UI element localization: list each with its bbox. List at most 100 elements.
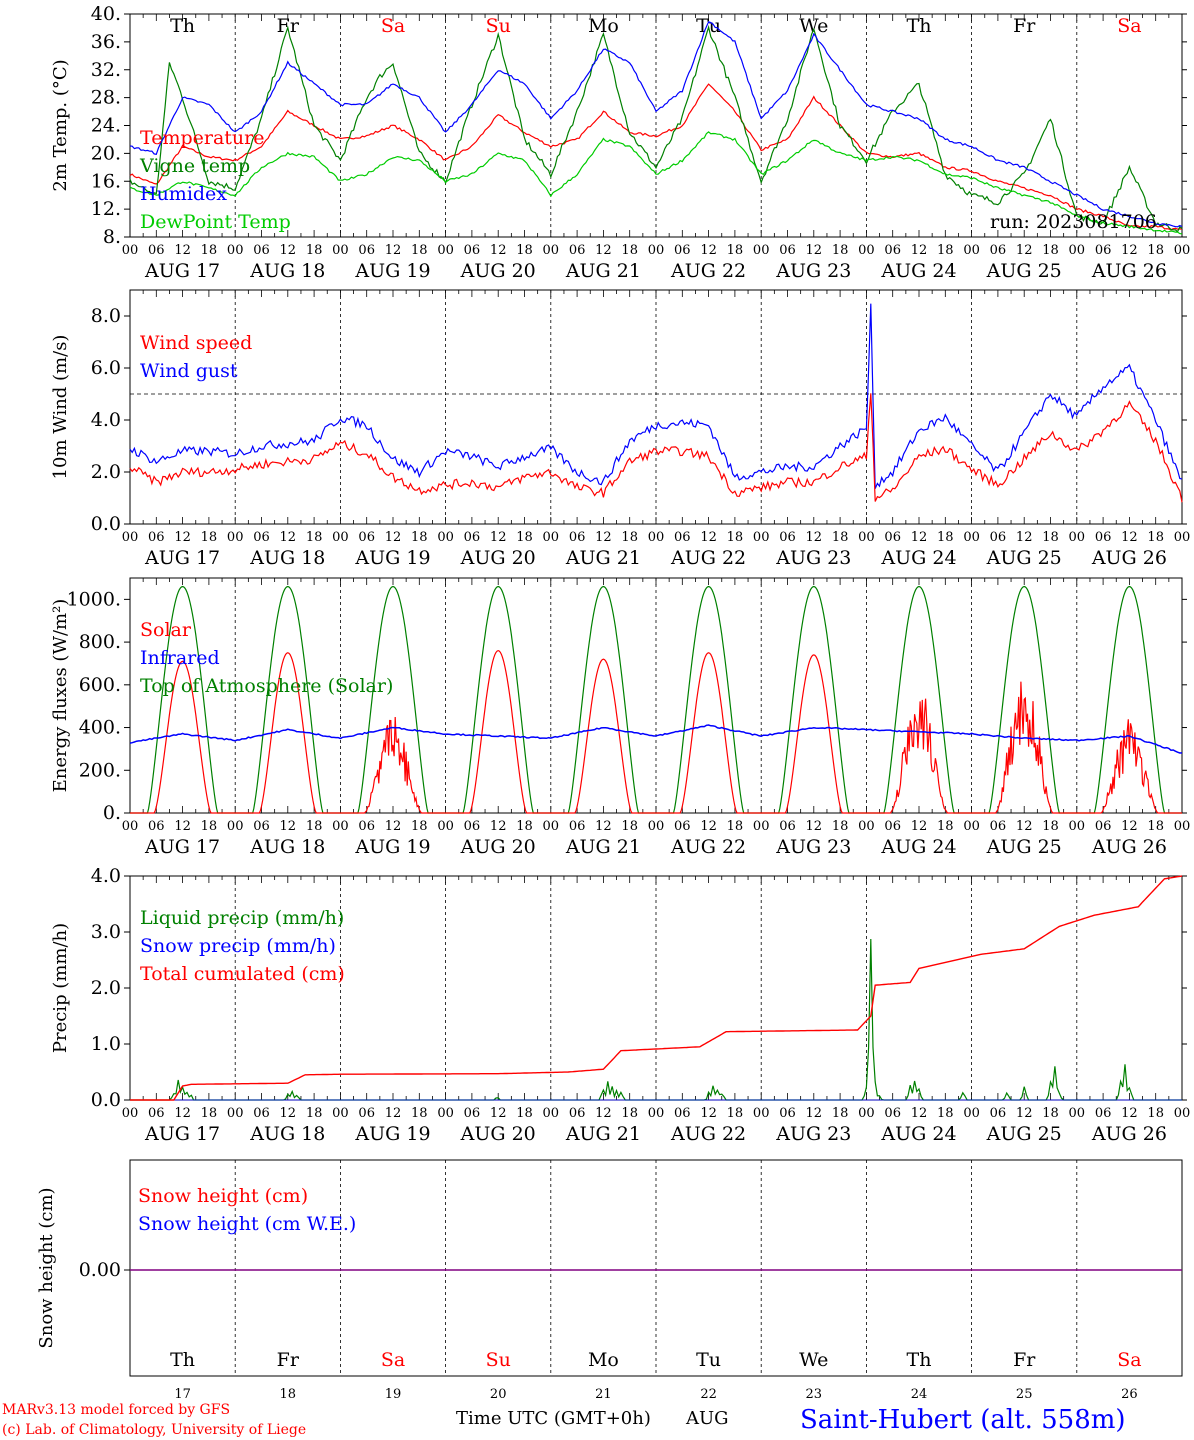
hour-tick-label: 06: [674, 1106, 691, 1121]
hour-tick-label: 18: [937, 243, 954, 258]
hour-tick-label: 00: [543, 1106, 560, 1121]
date-label: AUG 24: [880, 1123, 956, 1145]
y-tick-label: 40.: [91, 3, 121, 25]
hour-tick-label: 06: [674, 530, 691, 545]
date-number: 22: [700, 1387, 717, 1402]
hour-tick-label: 18: [1042, 243, 1059, 258]
hour-tick-label: 06: [779, 243, 796, 258]
date-label: AUG 17: [144, 836, 220, 858]
date-label: AUG 22: [670, 1123, 746, 1145]
hour-tick-label: 18: [937, 530, 954, 545]
day-label: Fr: [277, 15, 300, 37]
date-label: AUG 21: [565, 836, 641, 858]
series-humidex: [129, 21, 1183, 228]
date-label: AUG 18: [249, 836, 325, 858]
day-label: Fr: [277, 1349, 300, 1371]
day-label: Fr: [1013, 15, 1036, 37]
day-label: Sa: [1117, 1349, 1141, 1371]
hour-tick-label: 06: [253, 1106, 270, 1121]
hour-tick-label: 06: [253, 530, 270, 545]
hour-tick-label: 12: [595, 819, 612, 834]
y-tick-label: 4.0: [91, 865, 121, 887]
date-number: 20: [490, 1387, 507, 1402]
hour-tick-label: 00: [437, 819, 454, 834]
panel-4: 00 06 12 18 AUG 17 00 06 12 18 AUG 18 00 06 12 18 AUG …: [50, 865, 1190, 1145]
hour-tick-label: 06: [1095, 530, 1112, 545]
hour-tick-label: 00: [648, 243, 665, 258]
date-label: AUG 25: [986, 836, 1062, 858]
hour-tick-label: 18: [832, 243, 849, 258]
hour-tick-label: 06: [464, 819, 481, 834]
run-label: run: 2023081706: [990, 211, 1157, 233]
series-total-cumulated: [130, 875, 1183, 1101]
hour-tick-label: 12: [700, 1106, 717, 1121]
day-label: Th: [170, 15, 195, 37]
y-tick-label: 0.0: [91, 513, 121, 535]
hour-tick-label: 06: [464, 1106, 481, 1121]
hour-tick-label: 00: [332, 243, 349, 258]
date-label: AUG 20: [460, 547, 536, 569]
date-label: AUG 21: [565, 1123, 641, 1145]
y-tick-label: 600.: [79, 674, 121, 696]
date-number: 19: [385, 1387, 402, 1402]
legend-solar: Solar: [140, 619, 192, 641]
y-tick-label: 0.00: [79, 1259, 121, 1281]
hour-tick-label: 12: [280, 819, 297, 834]
hour-tick-label: 00: [963, 243, 980, 258]
hour-tick-label: 00: [227, 243, 244, 258]
hour-tick-label: 18: [621, 1106, 638, 1121]
y-tick-label: 4.0: [91, 409, 121, 431]
hour-tick-label: 18: [832, 530, 849, 545]
hour-tick-label: 12: [490, 819, 507, 834]
hour-tick-label: 06: [990, 1106, 1007, 1121]
series-wind-gust: [129, 303, 1183, 489]
hour-tick-label: 00: [543, 530, 560, 545]
hour-tick-label: 12: [806, 243, 823, 258]
hour-tick-label: 00: [227, 1106, 244, 1121]
y-tick-label: 32.: [91, 59, 121, 81]
y-tick-label: 8.0: [91, 305, 121, 327]
hour-tick-label: 06: [1095, 243, 1112, 258]
hour-tick-label: 18: [1042, 1106, 1059, 1121]
date-number: 21: [595, 1387, 612, 1402]
series-vigne-temp: [129, 24, 1183, 233]
hour-tick-label: 00: [858, 819, 875, 834]
day-label: Tu: [696, 1349, 721, 1371]
hour-tick-label: 18: [937, 1106, 954, 1121]
hour-tick-label: 00: [543, 819, 560, 834]
y-tick-label: 1.0: [91, 1033, 121, 1055]
hour-tick-label: 06: [253, 243, 270, 258]
hour-tick-label: 06: [148, 243, 165, 258]
y-axis-label: 10m Wind (m/s): [50, 335, 71, 480]
hour-tick-label: 00: [332, 1106, 349, 1121]
hour-tick-label: 06: [148, 819, 165, 834]
y-tick-label: 36.: [91, 31, 121, 53]
date-number: 26: [1121, 1387, 1138, 1402]
hour-tick-label: 00: [858, 1106, 875, 1121]
date-label: AUG 25: [986, 260, 1062, 282]
hour-tick-label: 12: [1016, 1106, 1033, 1121]
hour-tick-label: 12: [174, 819, 191, 834]
hour-tick-label: 06: [464, 530, 481, 545]
hour-tick-label: 00: [1174, 819, 1191, 834]
hour-tick-label: 12: [174, 530, 191, 545]
hour-tick-label: 12: [1121, 530, 1138, 545]
y-axis-label: Precip (mm/h): [50, 923, 71, 1053]
legend-vigne-temp: Vigne temp: [139, 155, 250, 177]
hour-tick-label: 12: [490, 243, 507, 258]
x-axis-title: Time UTC (GMT+0h): [456, 1408, 651, 1429]
y-tick-label: 12.: [91, 198, 121, 220]
hour-tick-label: 18: [516, 243, 533, 258]
y-axis-label: Snow height (cm): [36, 1187, 57, 1348]
hour-tick-label: 18: [832, 819, 849, 834]
date-number: 17: [174, 1387, 191, 1402]
date-label: AUG 17: [144, 1123, 220, 1145]
hour-tick-label: 00: [122, 819, 139, 834]
hour-tick-label: 12: [700, 819, 717, 834]
y-axis-label: 2m Temp. (°C): [50, 59, 71, 191]
hour-tick-label: 12: [385, 819, 402, 834]
hour-tick-label: 12: [280, 243, 297, 258]
hour-tick-label: 00: [648, 530, 665, 545]
